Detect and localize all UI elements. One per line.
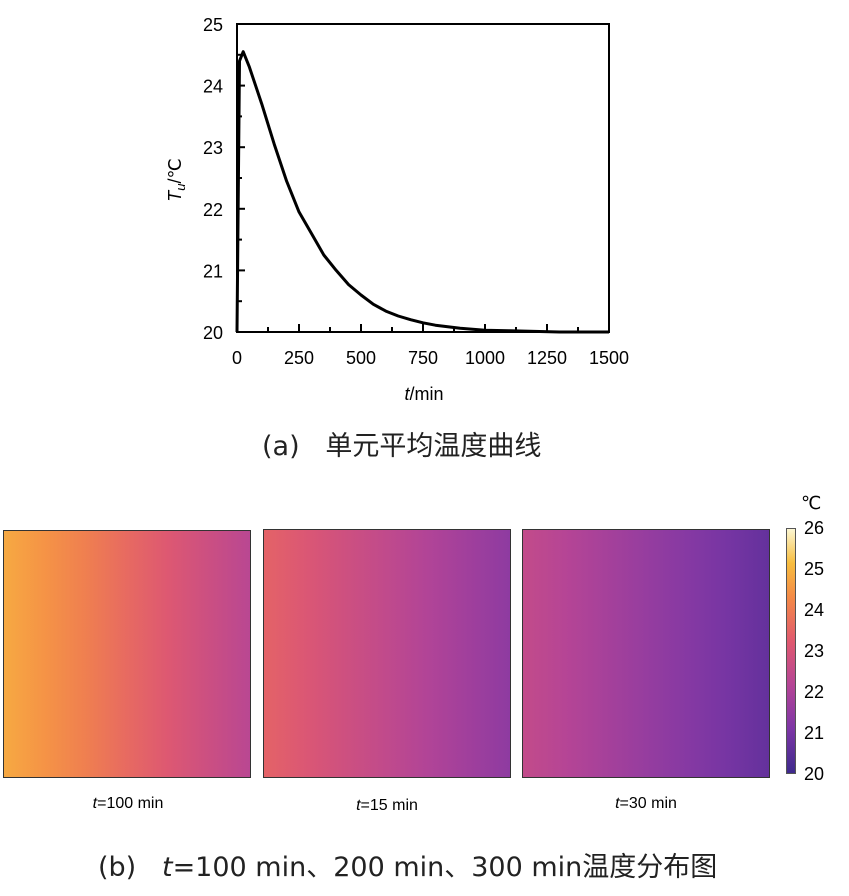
- plot-frame: [236, 23, 610, 333]
- caption-b-text: =100 min、200 min、300 min温度分布图: [172, 852, 718, 883]
- heatmap-panel-3: [522, 529, 770, 778]
- colorbar-tick-label: 20: [804, 764, 825, 784]
- caption-a: (a) 单元平均温度曲线: [262, 424, 541, 463]
- colorbar-unit: ℃: [801, 493, 822, 514]
- caption-a-text: 单元平均温度曲线: [325, 431, 542, 462]
- colorbar-tick-label: 25: [804, 559, 825, 579]
- x-axis-title: t/min: [404, 384, 443, 404]
- x-tick-label: 1250: [527, 348, 567, 368]
- colorbar-tick-label: 22: [804, 682, 825, 702]
- panel-1-label: t=100 min: [92, 795, 164, 812]
- x-tick-label: 250: [284, 348, 314, 368]
- y-tick-label: 21: [203, 261, 223, 281]
- x-tick-label: 0: [232, 348, 242, 368]
- colorbar: [786, 528, 796, 774]
- y-tick-label: 25: [203, 15, 223, 35]
- y-tick-label: 23: [203, 138, 223, 158]
- x-tick-label: 1500: [589, 348, 629, 368]
- y-tick-label: 20: [203, 323, 223, 343]
- caption-b: (b) t=100 min、200 min、300 min温度分布图: [98, 845, 717, 884]
- y-tick-label: 22: [203, 200, 223, 220]
- colorbar-tick-label: 26: [804, 518, 825, 538]
- line-chart-axes: 0 250 500 750 1000 1250 1500 20 21 22 23 24 25: [203, 15, 629, 368]
- x-tick-label: 1000: [465, 348, 505, 368]
- caption-b-var: t: [161, 852, 173, 883]
- y-tick-label: 24: [203, 77, 223, 97]
- x-tick-label: 500: [346, 348, 376, 368]
- colorbar-tick-label: 24: [804, 600, 825, 620]
- line-chart: 0 250 500 750 1000 1250 1500 20 21 22 23 24 25 t/min…: [165, 15, 629, 404]
- caption-b-label: (b): [98, 852, 137, 883]
- caption-a-label: (a): [262, 431, 300, 462]
- x-tick-label: 750: [408, 348, 438, 368]
- panel-3-label: t=30 min: [615, 795, 677, 812]
- colorbar-tick-label: 23: [804, 641, 825, 661]
- heatmap-panel-2: [263, 529, 511, 778]
- y-axis-title: Tu/℃: [165, 158, 188, 201]
- temperature-curve: [235, 50, 609, 334]
- heatmap-panel-1: [3, 530, 251, 778]
- colorbar-tick-label: 21: [804, 723, 825, 743]
- panel-2-label: t=15 min: [356, 797, 418, 814]
